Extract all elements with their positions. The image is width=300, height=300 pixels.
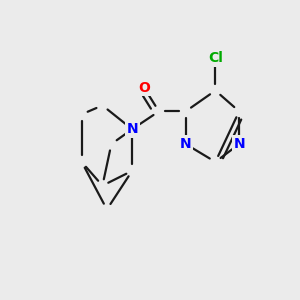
- Text: O: O: [138, 81, 150, 94]
- Text: N: N: [180, 137, 191, 151]
- Text: N: N: [126, 122, 138, 136]
- Text: Cl: Cl: [208, 51, 223, 65]
- Text: N: N: [233, 137, 245, 151]
